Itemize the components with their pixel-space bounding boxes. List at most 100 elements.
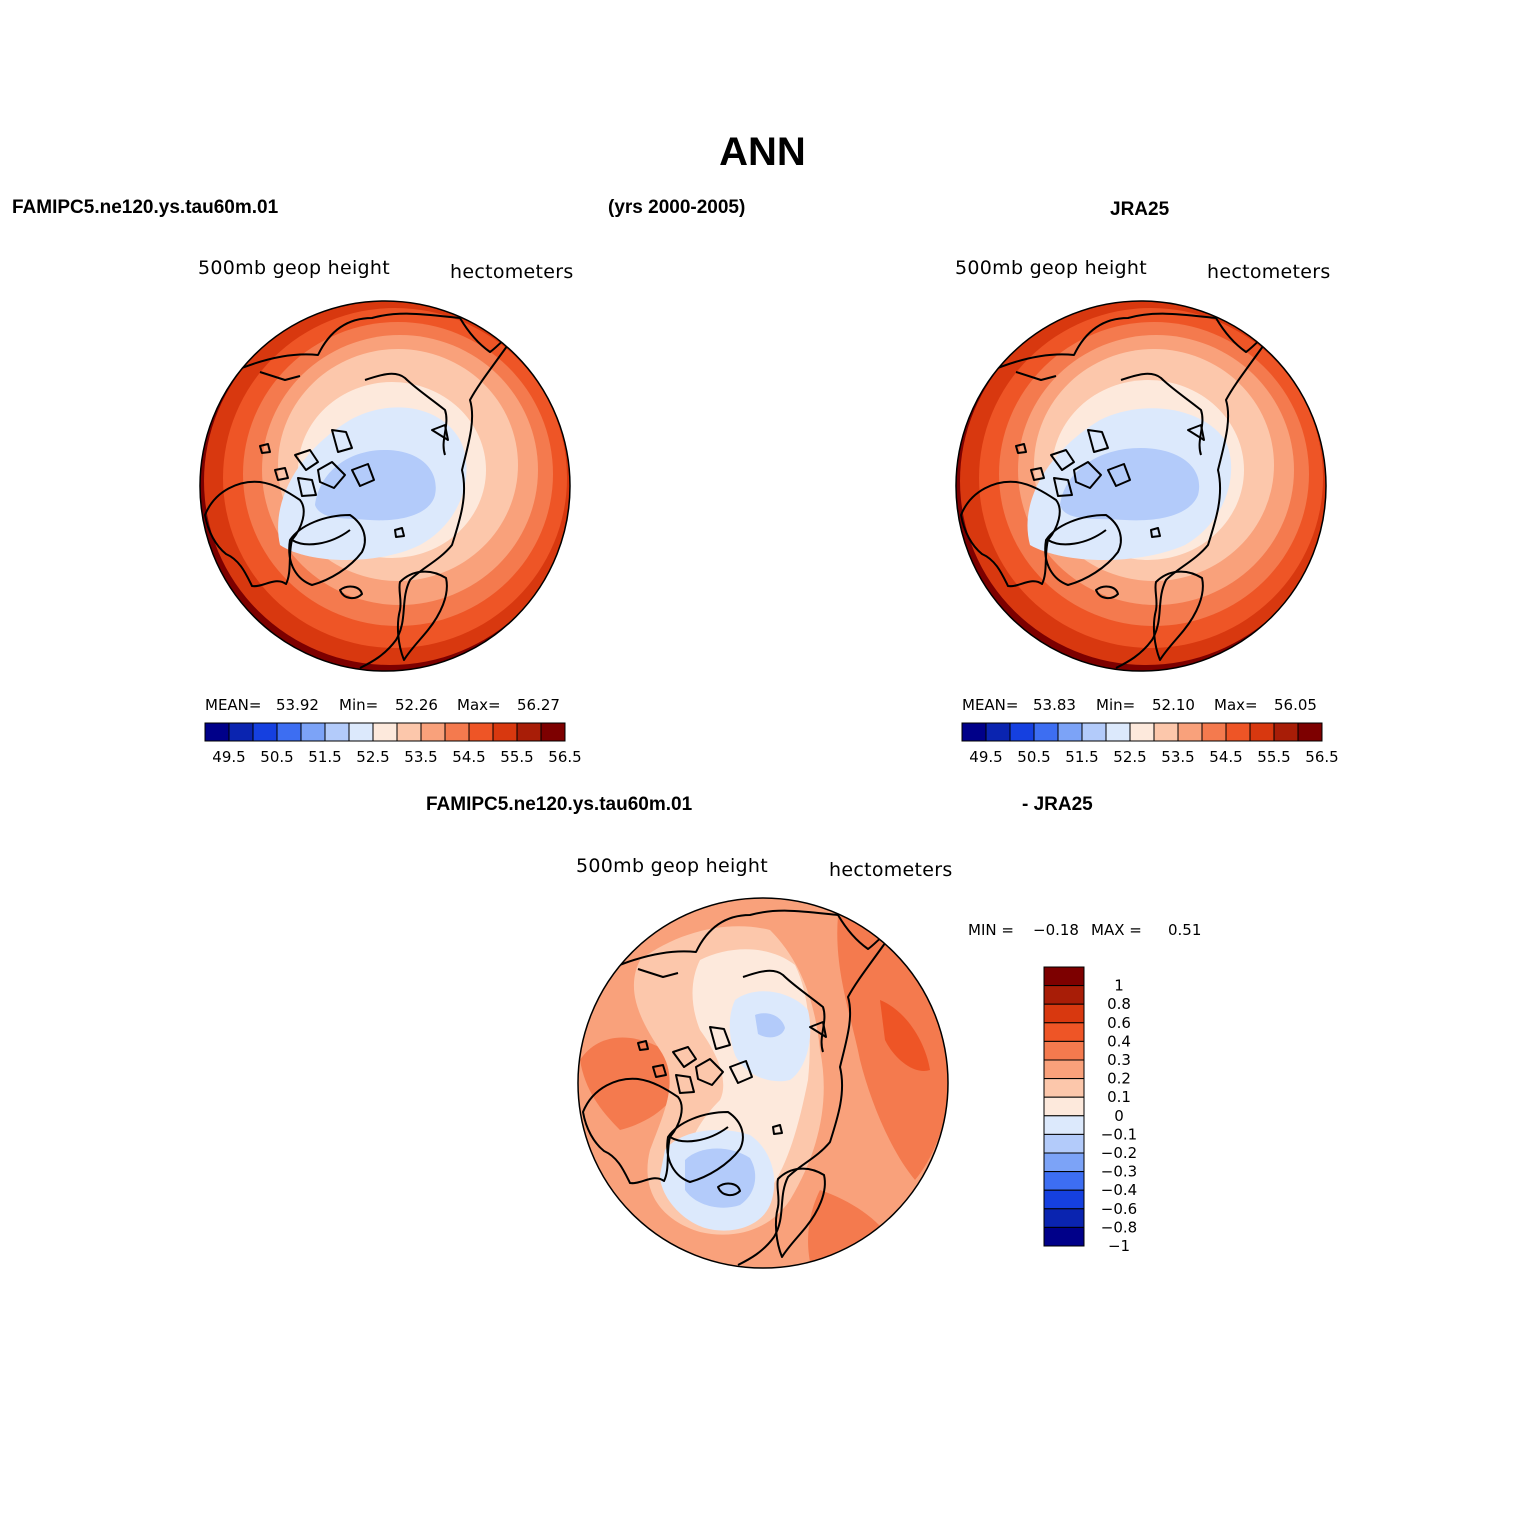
obs-polar-map	[955, 300, 1327, 672]
obs-colorbar-swatch	[985, 722, 1011, 742]
diff-colorbar-tick-label: −0.3	[1101, 1163, 1137, 1181]
diff-colorbar-tick-label: −0.2	[1101, 1144, 1137, 1162]
model-colorbar-swatch	[300, 722, 326, 742]
obs-colorbar-swatch	[1273, 722, 1299, 742]
obs-colorbar-swatch	[1129, 722, 1155, 742]
obs-colorbar-tick-label: 51.5	[1065, 748, 1098, 766]
model-colorbar-tick-label: 49.5	[212, 748, 245, 766]
diff-colorbar-tick-label: −0.4	[1101, 1181, 1137, 1199]
diff-min-label: MIN =	[968, 921, 1014, 939]
obs-max-label: Max=	[1214, 696, 1258, 714]
diff-polar-map	[577, 897, 949, 1269]
obs-units-label: hectometers	[1207, 261, 1331, 283]
model-colorbar-swatch	[468, 722, 494, 742]
model-colorbar-tick-label: 52.5	[356, 748, 389, 766]
diff-case-title: FAMIPC5.ne120.ys.tau60m.01	[426, 794, 693, 815]
obs-colorbar-swatch	[1009, 722, 1035, 742]
obs-colorbar-swatch	[1225, 722, 1251, 742]
diff-colorbar-tick-label: 0	[1114, 1107, 1124, 1125]
model-colorbar-swatch	[252, 722, 278, 742]
diff-colorbar-swatch	[1043, 1115, 1085, 1135]
diff-colorbar-tick-label: 0.3	[1107, 1051, 1131, 1069]
obs-colorbar-swatch	[1297, 722, 1323, 742]
model-colorbar-tick-label: 51.5	[308, 748, 341, 766]
obs-mean-label: MEAN=	[962, 696, 1019, 714]
obs-colorbar-tick-label: 49.5	[969, 748, 1002, 766]
model-colorbar: 49.5 50.5 51.5 52.5 53.5 54.5 55.5 56.5	[204, 722, 582, 766]
model-colorbar-swatch	[444, 722, 470, 742]
diff-colorbar-swatch	[1043, 1078, 1085, 1098]
model-colorbar-swatch	[492, 722, 518, 742]
obs-colorbar: 49.5 50.5 51.5 52.5 53.5 54.5 55.5 56.5	[961, 722, 1339, 766]
obs-colorbar-swatch	[1153, 722, 1179, 742]
model-min-label: Min=	[339, 696, 379, 714]
diff-colorbar-swatch	[1043, 1226, 1085, 1247]
obs-colorbar-swatch	[1177, 722, 1203, 742]
obs-colorbar-swatch	[1201, 722, 1227, 742]
obs-colorbar-tick-label: 55.5	[1257, 748, 1290, 766]
model-colorbar-tick-label: 54.5	[452, 748, 485, 766]
obs-case-title: JRA25	[1110, 199, 1170, 220]
diff-colorbar-swatch	[1043, 1133, 1085, 1154]
model-units-label: hectometers	[450, 261, 574, 283]
diff-colorbar-tick-label: 0.8	[1107, 995, 1131, 1013]
diff-colorbar-swatch	[1043, 966, 1085, 987]
model-colorbar-swatch	[396, 722, 422, 742]
model-min-value: 52.26	[395, 696, 438, 714]
model-mean-value: 53.92	[276, 696, 319, 714]
model-colorbar-tick-label: 53.5	[404, 748, 437, 766]
diff-units-label: hectometers	[829, 859, 953, 881]
diff-variable-label: 500mb geop height	[576, 855, 769, 877]
obs-variable-label: 500mb geop height	[955, 257, 1148, 279]
diff-colorbar-tick-label: −1	[1108, 1237, 1130, 1255]
obs-colorbar-tick-label: 50.5	[1017, 748, 1050, 766]
model-variable-label: 500mb geop height	[198, 257, 391, 279]
model-case-title: FAMIPC5.ne120.ys.tau60m.01	[12, 197, 279, 218]
obs-colorbar-swatch	[1249, 722, 1275, 742]
diff-colorbar-swatch	[1043, 1152, 1085, 1173]
model-colorbar-tick-label: 55.5	[500, 748, 533, 766]
obs-colorbar-swatch	[1057, 722, 1083, 742]
diff-min-value: −0.18	[1033, 921, 1079, 939]
model-mean-label: MEAN=	[205, 696, 262, 714]
model-colorbar-swatch	[228, 722, 254, 742]
model-colorbar-swatch	[324, 722, 350, 742]
diff-colorbar-swatch	[1043, 1189, 1085, 1210]
diff-max-value: 0.51	[1168, 921, 1202, 939]
diff-colorbar-tick-label: 1	[1114, 977, 1124, 995]
diff-colorbar-tick-label: −0.1	[1101, 1125, 1137, 1143]
years-subtitle: (yrs 2000-2005)	[608, 197, 746, 218]
diff-colorbar-tick-label: 0.2	[1107, 1070, 1131, 1088]
model-polar-map	[199, 300, 571, 672]
model-colorbar-swatch	[276, 722, 302, 742]
model-colorbar-tick-label: 50.5	[260, 748, 293, 766]
model-colorbar-swatch	[204, 722, 230, 742]
obs-colorbar-tick-label: 52.5	[1113, 748, 1146, 766]
obs-max-value: 56.05	[1274, 696, 1317, 714]
model-colorbar-swatch	[540, 722, 566, 742]
diff-colorbar-swatch	[1043, 985, 1085, 1005]
diff-colorbar-tick-label: 0.1	[1107, 1088, 1131, 1106]
model-colorbar-swatch	[348, 722, 374, 742]
diff-colorbar-swatch	[1043, 1022, 1085, 1042]
model-max-value: 56.27	[517, 696, 560, 714]
obs-mean-value: 53.83	[1033, 696, 1076, 714]
obs-colorbar-tick-label: 53.5	[1161, 748, 1194, 766]
obs-colorbar-tick-label: 54.5	[1209, 748, 1242, 766]
diff-max-label: MAX =	[1091, 921, 1142, 939]
diff-colorbar-swatch	[1043, 1096, 1085, 1117]
obs-min-value: 52.10	[1152, 696, 1195, 714]
diff-colorbar-tick-label: 0.6	[1107, 1014, 1131, 1032]
model-colorbar-swatch	[372, 722, 398, 742]
diff-colorbar: 10.80.60.40.30.20.10−0.1−0.2−0.3−0.4−0.6…	[1043, 966, 1137, 1255]
obs-colorbar-swatch	[1105, 722, 1131, 742]
obs-min-label: Min=	[1096, 696, 1136, 714]
model-colorbar-tick-label: 56.5	[548, 748, 581, 766]
diff-colorbar-tick-label: 0.4	[1107, 1032, 1131, 1050]
model-max-label: Max=	[457, 696, 501, 714]
diff-colorbar-swatch	[1043, 1208, 1085, 1228]
diff-colorbar-swatch	[1043, 1003, 1085, 1024]
diff-colorbar-swatch	[1043, 1040, 1085, 1061]
obs-colorbar-swatch	[961, 722, 987, 742]
